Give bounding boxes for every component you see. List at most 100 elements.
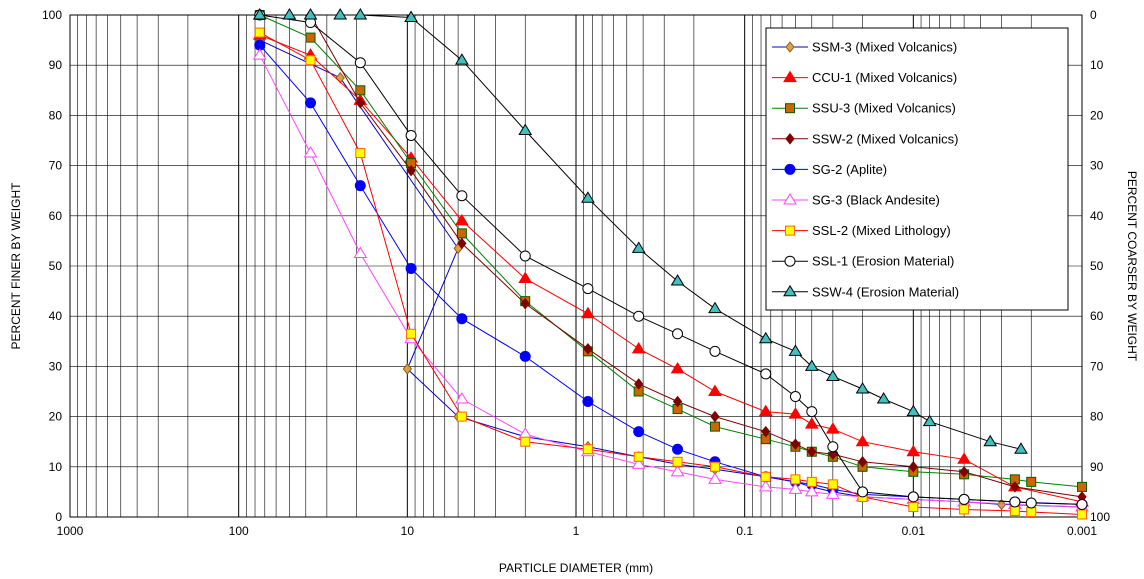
data-point xyxy=(252,8,267,20)
data-point xyxy=(456,190,468,202)
data-point xyxy=(784,255,796,267)
data-point xyxy=(876,392,891,404)
data-point xyxy=(402,363,412,375)
y2-tick-label: 50 xyxy=(1090,259,1104,273)
data-point xyxy=(827,479,838,490)
data-point xyxy=(958,493,970,505)
data-point xyxy=(631,241,646,253)
legend-entry: SG-3 (Black Andesite) xyxy=(772,193,940,208)
legend-label: SSM-3 (Mixed Volcanics) xyxy=(812,40,957,55)
x-axis-label: PARTICLE DIAMETER (mm) xyxy=(499,561,653,575)
data-point xyxy=(1009,505,1020,516)
data-point xyxy=(670,361,685,374)
y-tick-label: 100 xyxy=(42,8,62,22)
data-point xyxy=(783,284,797,297)
legend-entry: SSW-4 (Erosion Material) xyxy=(772,284,959,299)
data-point xyxy=(670,464,685,477)
x-axis: 1000 100 10 1 0.1 0.01 0.001 xyxy=(57,524,1098,538)
x-tick-label: 100 xyxy=(229,524,249,538)
y2-tick-label: 20 xyxy=(1090,108,1104,122)
data-point xyxy=(790,438,801,451)
data-point xyxy=(355,97,365,109)
data-point xyxy=(758,404,773,417)
series-line xyxy=(259,14,1083,505)
legend-entry: CCU-1 (Mixed Volcanics) xyxy=(772,70,957,85)
y-tick-label: 0 xyxy=(55,510,62,524)
data-point xyxy=(804,417,819,429)
data-point xyxy=(825,369,840,381)
data-point xyxy=(581,191,595,203)
data-point xyxy=(454,213,469,226)
data-point xyxy=(855,434,870,447)
y-tick-label: 10 xyxy=(49,460,63,474)
data-point xyxy=(353,8,368,20)
data-point xyxy=(758,331,773,344)
plot-frame xyxy=(69,14,1083,518)
data-point xyxy=(519,350,531,362)
data-point xyxy=(457,237,467,250)
data-point xyxy=(709,421,720,432)
data-point xyxy=(855,382,870,394)
y-tick-label: 60 xyxy=(49,209,63,223)
legend-label: SSW-2 (Mixed Volcanics) xyxy=(812,131,958,146)
data-point xyxy=(305,55,316,66)
data-point xyxy=(957,452,971,464)
y-tick-label: 20 xyxy=(49,410,63,424)
data-point xyxy=(906,404,921,417)
x-tick-label: 0.01 xyxy=(902,524,926,538)
data-point xyxy=(355,85,366,96)
data-point xyxy=(785,41,795,53)
y2-tick-label: 100 xyxy=(1090,510,1110,524)
y2-tick-label: 10 xyxy=(1090,58,1104,72)
y-tick-label: 90 xyxy=(49,58,63,72)
series-line xyxy=(259,14,1022,450)
data-point xyxy=(1077,509,1087,520)
y-axis-left: 0 10 20 30 40 50 60 70 80 90 100 xyxy=(42,8,62,524)
data-point xyxy=(670,274,685,286)
legend-entry: SSM-3 (Mixed Volcanics) xyxy=(772,40,957,55)
data-point xyxy=(582,444,593,455)
data-point xyxy=(333,8,348,20)
data-point xyxy=(634,378,644,390)
data-point xyxy=(406,328,417,339)
legend-entry: SG-2 (Aplite) xyxy=(772,162,887,177)
y-tick-label: 30 xyxy=(49,359,63,373)
data-point xyxy=(804,484,819,497)
data-point xyxy=(788,344,803,356)
legend-label: SSL-1 (Erosion Material) xyxy=(812,254,954,269)
data-point xyxy=(760,368,772,380)
data-point xyxy=(708,472,722,484)
data-point xyxy=(959,504,970,515)
y2-axis-label: PERCENT COARSER BY WEIGHT xyxy=(1125,171,1139,362)
data-point xyxy=(788,407,803,419)
data-point xyxy=(783,70,797,83)
data-point xyxy=(785,225,795,236)
x-tick-label: 0.1 xyxy=(736,524,753,538)
legend-entry: SSL-1 (Erosion Material) xyxy=(772,254,954,269)
data-point xyxy=(354,180,366,192)
data-point xyxy=(305,97,317,109)
data-point xyxy=(672,443,684,455)
data-point xyxy=(1009,496,1021,508)
data-point xyxy=(353,246,368,258)
data-point xyxy=(789,391,801,403)
legend-label: SG-3 (Black Andesite) xyxy=(812,193,940,208)
data-point xyxy=(788,482,803,494)
data-point xyxy=(806,476,817,487)
series-9 xyxy=(252,8,1028,454)
data-point xyxy=(633,426,645,438)
data-point xyxy=(825,422,840,434)
data-point xyxy=(1076,498,1088,510)
data-point xyxy=(790,474,801,485)
legend-label: SG-2 (Aplite) xyxy=(812,162,887,177)
data-point xyxy=(709,345,721,357)
y2-tick-label: 0 xyxy=(1090,8,1097,22)
data-point xyxy=(1025,497,1037,509)
data-point xyxy=(708,301,722,314)
data-point xyxy=(518,123,533,135)
data-point xyxy=(406,164,416,177)
y2-tick-label: 60 xyxy=(1090,309,1104,323)
legend-label: SSU-3 (Mixed Volcanics) xyxy=(812,101,956,116)
